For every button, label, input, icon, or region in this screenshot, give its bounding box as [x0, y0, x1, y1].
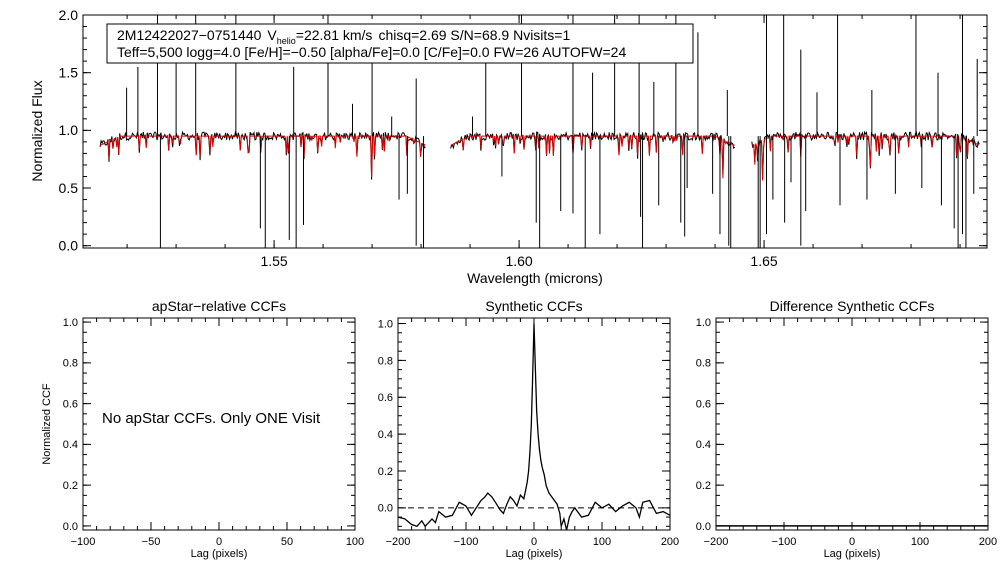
apstar-ccf-x-tick-label: 50 [281, 536, 293, 548]
spectrum-x-tick-label: 1.55 [260, 253, 287, 269]
vhelio-symbol: V [267, 27, 277, 43]
model-spectrum-chip-3 [751, 135, 980, 181]
spectrum-y-tick-label: 0.0 [59, 238, 79, 254]
spectrum-info-box [106, 23, 694, 64]
spectrum-x-tick-label: 1.65 [750, 253, 777, 269]
spectrum-info-line-2: Teff=5,500 logg=4.0 [Fe/H]=−0.50 [alpha/… [117, 44, 626, 60]
difference-ccf-y-tick-label: 1.0 [696, 317, 711, 329]
spectrum-y-tick-label: 1.5 [59, 65, 79, 81]
synthetic-ccf-x-tick-label: 200 [661, 536, 679, 548]
vhelio-subscript: helio [277, 36, 296, 46]
apstar-ccf-x-tick-label: −100 [71, 536, 96, 548]
fit-stats: chisq=2.69 S/N=68.9 Nvisits=1 [378, 27, 570, 43]
difference-ccf-y-tick-label: 0.4 [696, 439, 711, 451]
apstar-ccf-message: No apStar CCFs. Only ONE Visit [102, 410, 321, 427]
apstar-ccf-y-label: Normalized CCF [41, 383, 53, 465]
object-id: 2M12422027−0751440 [117, 27, 262, 43]
spectrum-frame [82, 14, 988, 249]
apstar-ccf-x-label: Lag (pixels) [191, 548, 248, 560]
difference-ccf-x-tick-label: 0 [849, 536, 855, 548]
synthetic-ccf-title: Synthetic CCFs [485, 298, 582, 314]
difference-ccf-y-tick-label: 0.2 [696, 480, 711, 492]
difference-ccf-y-tick-label: 0.8 [696, 358, 711, 370]
model-spectrum-chip-1 [99, 135, 426, 178]
apstar-ccf-axis-ticks: −100 −50 0 50 100 0.0 0.2 0.4 0.6 0.8 1.0 [63, 317, 364, 548]
difference-ccf-title: Difference Synthetic CCFs [770, 298, 935, 314]
synthetic-ccf-y-tick-label: 0.6 [378, 392, 393, 404]
synthetic-ccf-y-tick-label: 1.0 [378, 318, 393, 330]
spectrum-x-label: Wavelength (microns) [467, 270, 603, 286]
apstar-ccf-y-tick-label: 0.6 [63, 398, 78, 410]
apstar-ccf-y-tick-label: 0.0 [63, 521, 78, 533]
synthetic-ccf-y-tick-label: 0.8 [378, 355, 393, 367]
difference-ccf-y-tick-label: 0.6 [696, 398, 711, 410]
apstar-ccf-y-tick-label: 1.0 [63, 317, 78, 329]
difference-ccf-x-tick-label: 200 [979, 536, 997, 548]
vhelio-value: =22.81 km/s [296, 27, 373, 43]
difference-ccf-axis-ticks: −200 −100 0 100 200 0.0 0.2 0.4 0.6 0.8 1.0 [696, 317, 997, 548]
difference-ccf-x-tick-label: −200 [704, 536, 729, 548]
apstar-ccf-y-tick-label: 0.2 [63, 480, 78, 492]
synthetic-ccf-x-tick-label: 0 [531, 536, 537, 548]
synthetic-ccf-y-tick-label: 0.4 [378, 429, 393, 441]
spectrum-y-tick-label: 2.0 [59, 7, 79, 23]
difference-ccf-panel: −200 −100 0 100 200 0.0 0.2 0.4 0.6 0.8 1.0 Differ… [696, 298, 997, 560]
synthetic-ccf-x-tick-label: −100 [454, 536, 479, 548]
spectrum-y-label: Normalized Flux [29, 80, 45, 181]
apstar-ccf-x-tick-label: 0 [216, 536, 222, 548]
synthetic-ccf-panel: −200 −100 0 100 200 0.0 0.2 0.4 0.6 0.8 1.0 Synthe… [378, 298, 679, 560]
synthetic-ccf-axis-ticks: −200 −100 0 100 200 0.0 0.2 0.4 0.6 0.8 1.0 [378, 318, 679, 548]
synthetic-ccf-x-tick-label: −200 [386, 536, 411, 548]
synthetic-ccf-x-label: Lag (pixels) [506, 548, 563, 560]
apstar-ccf-x-tick-label: 100 [346, 536, 364, 548]
difference-ccf-x-label: Lag (pixels) [824, 548, 881, 560]
spectrum-y-tick-label: 1.0 [59, 122, 79, 138]
spectrum-y-tick-label: 0.5 [59, 180, 79, 196]
synthetic-ccf-y-tick-label: 0.0 [378, 503, 393, 515]
spectrum-panel: 1.55 1.60 1.65 0.0 0.5 1.0 1.5 2.0 2M12422027−0… [29, 7, 988, 286]
difference-ccf-x-tick-label: 100 [911, 536, 929, 548]
synthetic-ccf-x-tick-label: 100 [593, 536, 611, 548]
spectrum-x-tick-label: 1.60 [505, 253, 532, 269]
apstar-ccf-x-tick-label: −50 [142, 536, 161, 548]
spectrum-info-line-1: 2M12422027−0751440 Vhelio=22.81 km/s chisq… [117, 27, 570, 46]
apstar-ccf-y-tick-label: 0.8 [63, 358, 78, 370]
difference-ccf-y-tick-label: 0.0 [696, 521, 711, 533]
apstar-ccf-y-tick-label: 0.4 [63, 439, 78, 451]
difference-ccf-x-tick-label: −100 [772, 536, 797, 548]
apstar-ccf-title: apStar−relative CCFs [152, 298, 286, 314]
synthetic-ccf-y-tick-label: 0.2 [378, 466, 393, 478]
apstar-ccf-panel: −100 −50 0 50 100 0.0 0.2 0.4 0.6 0.8 1.0 apStar−r… [41, 298, 364, 560]
spectrum-axis-ticks: 1.55 1.60 1.65 0.0 0.5 1.0 1.5 2.0 [59, 7, 987, 269]
